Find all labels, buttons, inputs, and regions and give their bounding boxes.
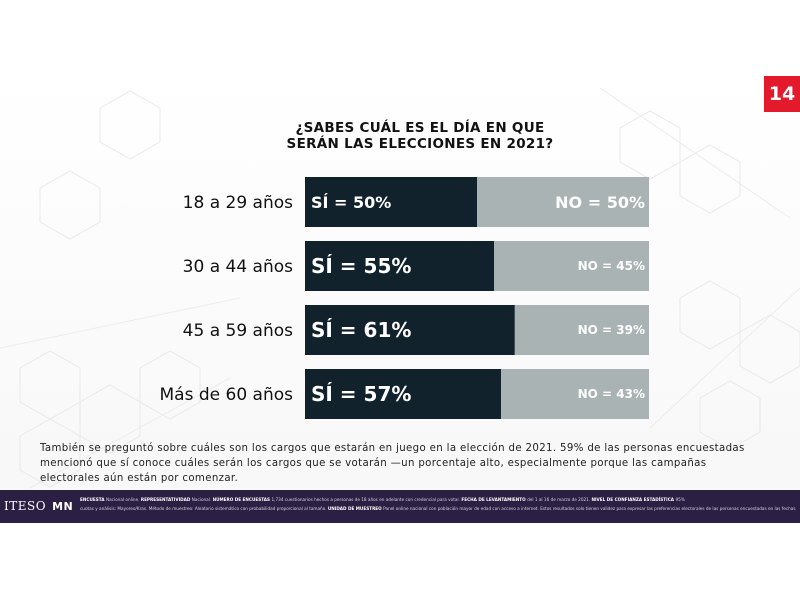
bar-no-2	[514, 305, 649, 355]
bar-si-2	[305, 305, 515, 355]
logo-mn: MN	[52, 499, 74, 513]
methodology-line-1: ENCUESTA Nacional online. REPRESENTATIVI…	[80, 495, 796, 504]
data-label-no-2: NO = 39%	[578, 323, 645, 337]
meta1-label-4: NIVEL DE CONFIANZA ESTADÍSTICA	[591, 497, 676, 502]
meta2-text-1: Panel online nacional con población mayo…	[383, 506, 541, 511]
data-label-si-3: SÍ = 57%	[311, 382, 411, 406]
data-label-no-3: NO = 43%	[578, 387, 645, 401]
meta1-text-3: del 1 al 16 de marzo de 2021.	[527, 497, 592, 502]
footnote-text: También se preguntó sobre cuáles son los…	[40, 443, 745, 484]
meta2-text-0: cuotas y análisis: Mayoreo/Kras. Método …	[80, 506, 328, 511]
meta1-label-3: FECHA DE LEVANTAMIENTO	[461, 497, 528, 502]
slide: 14 ¿SABES CUÁL ES EL DÍA EN QUE SERÁN LA…	[0, 68, 800, 523]
data-label-no-1: NO = 45%	[578, 259, 645, 273]
meta1-label-2: NÚMERO DE ENCUESTAS	[212, 497, 272, 502]
meta2-text-2: Estos resultados solo tienen validez par…	[540, 506, 796, 511]
meta1-label-1: REPRESENTATIVIDAD	[140, 497, 192, 502]
logo-iteso: ITESO	[4, 499, 47, 513]
stacked-bar-chart: 18 a 29 años SÍ = 50% NO = 50% 30 a 44 años…	[160, 177, 649, 419]
category-label-1: 30 a 44 años	[183, 257, 293, 277]
data-label-si-2: SÍ = 61%	[311, 318, 411, 342]
methodology-notes: ENCUESTA Nacional online. REPRESENTATIVI…	[80, 495, 796, 513]
bar-no-3	[501, 369, 649, 419]
hexagon-background	[0, 87, 800, 489]
bar-no-1	[494, 241, 649, 291]
meta1-text-0: Nacional online.	[105, 497, 141, 502]
iteso-mn-logo: ITESO MN	[4, 494, 74, 518]
chart-title: ¿SABES CUÁL ES EL DÍA EN QUE SERÁN LAS E…	[286, 120, 554, 152]
category-label-3: Más de 60 años	[160, 385, 294, 405]
bar-no-0	[477, 177, 649, 227]
bar-si-0	[305, 177, 477, 227]
page-number-badge: 14	[764, 76, 800, 112]
meta1-label-0: ENCUESTA	[80, 497, 106, 502]
data-label-no-0: NO = 50%	[555, 193, 645, 212]
data-label-si-0: SÍ = 50%	[311, 193, 391, 212]
data-label-si-1: SÍ = 55%	[311, 254, 411, 278]
bar-si-3	[305, 369, 502, 419]
meta1-text-2: 1,734 cuestionarios hechos a personas de…	[271, 497, 462, 502]
bar-si-1	[305, 241, 495, 291]
category-label-0: 18 a 29 años	[183, 193, 293, 213]
category-label-2: 45 a 59 años	[183, 321, 293, 341]
footer-bar: ITESO MN ENCUESTA Nacional online. REPRE…	[0, 490, 800, 523]
meta1-text-1: Nacional.	[191, 497, 213, 502]
methodology-line-2: cuotas y análisis: Mayoreo/Kras. Método …	[80, 504, 796, 513]
meta2-label-1: UNIDAD DE MUESTREO	[327, 506, 384, 511]
meta1-text-4: 95%	[675, 497, 685, 502]
